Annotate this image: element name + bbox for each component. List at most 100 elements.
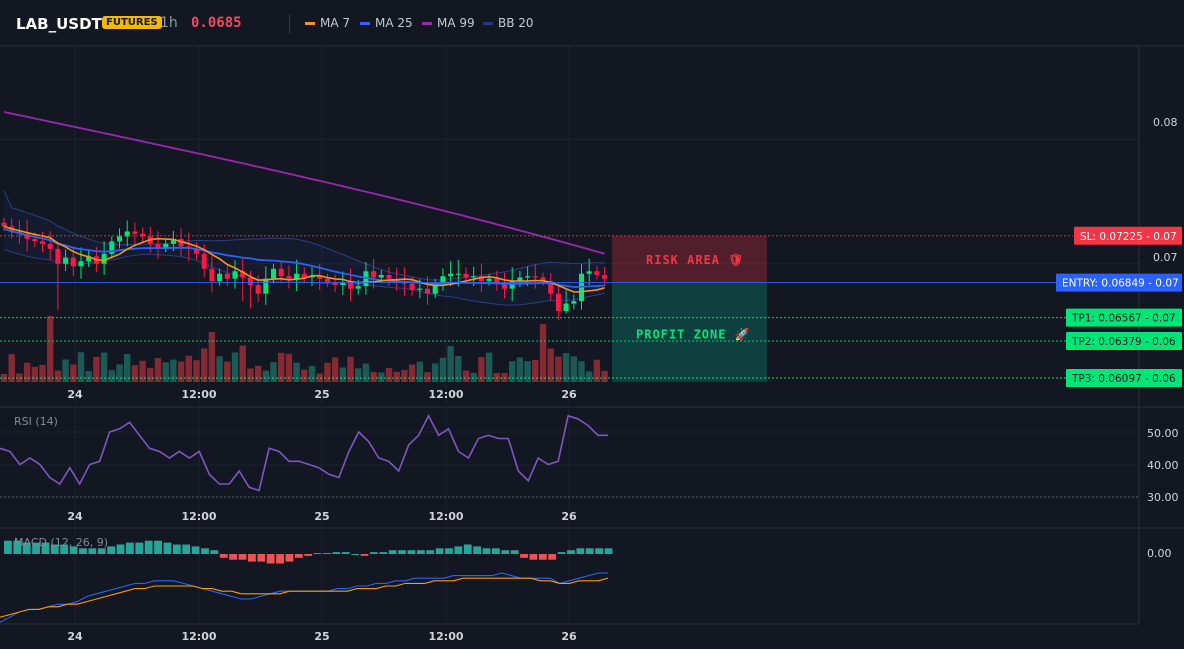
macd-hist-bar-54 xyxy=(510,550,519,554)
volume-bar-45 xyxy=(347,356,354,382)
candle-body-43 xyxy=(332,282,338,285)
time-tick-2-4: 26 xyxy=(561,630,577,643)
interval-label[interactable]: 1h xyxy=(160,15,178,31)
candle-body-44 xyxy=(340,282,346,285)
legend-ma25[interactable]: MA 25 xyxy=(360,16,413,30)
level-tag-text-tp1: TP1: 0.06567 - 0.07 xyxy=(1071,313,1176,325)
volume-bar-69 xyxy=(532,360,539,382)
volume-bar-57 xyxy=(439,357,447,382)
volume-bar-22 xyxy=(170,359,177,382)
volume-bar-8 xyxy=(62,359,69,382)
level-tag-entry xyxy=(1056,273,1182,292)
macd-label: MACD (12, 26, 9) xyxy=(14,536,108,549)
volume-bars xyxy=(0,316,608,382)
level-tag-sl xyxy=(1074,226,1182,245)
macd-hist-bar-37 xyxy=(351,554,360,555)
candle-body-9 xyxy=(70,257,76,267)
volume-bar-46 xyxy=(355,368,362,382)
volume-bar-55 xyxy=(424,372,431,382)
macd-hist-bar-40 xyxy=(379,552,388,554)
volume-bar-18 xyxy=(139,360,146,382)
volume-bar-48 xyxy=(370,371,377,382)
volume-bar-11 xyxy=(85,371,92,382)
ma99-line xyxy=(3,111,605,255)
time-tick-2-1: 12:00 xyxy=(181,630,216,643)
legend-ma7[interactable]: MA 7 xyxy=(305,16,350,30)
candle-body-58 xyxy=(448,273,454,277)
futures-badge: FUTURES xyxy=(102,16,162,29)
candle-body-62 xyxy=(478,276,484,282)
candle-body-14 xyxy=(109,241,115,254)
candle-body-59 xyxy=(455,273,461,275)
macd-line xyxy=(0,572,608,623)
macd-hist-bar-14 xyxy=(135,542,144,554)
level-tag-text-tp3: TP3: 0.06097 - 0.06 xyxy=(1071,373,1176,385)
legend-bb20[interactable]: BB 20 xyxy=(483,16,534,30)
volume-bar-63 xyxy=(485,352,493,382)
volume-bar-41 xyxy=(316,373,323,382)
candle-body-64 xyxy=(494,278,500,284)
legend-ma99[interactable]: MA 99 xyxy=(422,16,475,30)
volume-bar-10 xyxy=(77,352,85,382)
macd-hist-bar-45 xyxy=(426,550,435,554)
candle-body-69 xyxy=(532,276,538,278)
macd-hist-bar-23 xyxy=(219,554,228,558)
time-tick-1-3: 12:00 xyxy=(428,510,463,523)
macd-hist-bar-15 xyxy=(144,540,153,554)
candle-body-20 xyxy=(155,243,161,248)
symbol-title[interactable]: LAB_USDT xyxy=(16,15,102,33)
volume-bar-7 xyxy=(54,370,62,382)
volume-bar-75 xyxy=(578,361,585,382)
rsi-tick-40: 40.00 xyxy=(1147,459,1179,472)
volume-bar-42 xyxy=(324,362,331,382)
macd-hist-bar-58 xyxy=(548,554,557,560)
candle-body-48 xyxy=(371,271,377,278)
macd-hist-bar-17 xyxy=(163,542,172,554)
volume-bar-64 xyxy=(493,372,500,382)
ma7-line xyxy=(3,225,605,293)
volume-bar-32 xyxy=(247,368,254,382)
candle-body-31 xyxy=(240,271,246,278)
candle-body-32 xyxy=(247,277,253,285)
candle-body-21 xyxy=(163,243,169,248)
volume-bar-25 xyxy=(193,360,200,382)
candle-body-30 xyxy=(232,271,238,279)
macd-hist-bar-44 xyxy=(416,550,425,554)
macd-hist-bar-26 xyxy=(248,554,256,562)
level-tag-tp3 xyxy=(1066,369,1182,387)
macd-hist-bar-16 xyxy=(154,540,162,554)
rsi-line xyxy=(0,414,608,492)
profit-zone xyxy=(612,282,767,382)
macd-hist-bar-3 xyxy=(32,542,40,554)
macd-hist-bar-60 xyxy=(567,550,575,554)
price-axis: 0.08 0.07 xyxy=(1153,116,1178,264)
volume-bar-66 xyxy=(509,361,516,382)
volume-bar-15 xyxy=(116,364,123,382)
macd-hist-bar-52 xyxy=(492,548,500,554)
candle-body-61 xyxy=(471,276,477,278)
volume-bar-21 xyxy=(162,362,169,382)
volume-bar-26 xyxy=(201,348,208,382)
candle-body-34 xyxy=(263,278,269,294)
macd-hist-bar-62 xyxy=(585,548,594,554)
volume-bar-54 xyxy=(416,361,423,382)
time-axes: 24 12:00 25 12:00 26 24 12:00 25 12:00 26 24 12:00 2… xyxy=(67,388,577,643)
volume-bar-13 xyxy=(100,352,108,382)
time-tick-0-2: 25 xyxy=(314,388,329,401)
macd-hist-bar-5 xyxy=(50,544,59,554)
candle-body-33 xyxy=(255,284,261,294)
legend-ma7-label: MA 7 xyxy=(320,16,351,30)
macd-hist-bar-41 xyxy=(388,550,397,554)
time-tick-0-0: 24 xyxy=(67,388,83,401)
candle-body-46 xyxy=(355,286,361,289)
time-tick-1-1: 12:00 xyxy=(181,510,216,523)
macd-hist-bar-46 xyxy=(435,548,444,554)
volume-bar-71 xyxy=(547,348,554,382)
volume-bar-35 xyxy=(270,362,277,382)
level-tag-tp1 xyxy=(1066,308,1182,327)
volume-bar-43 xyxy=(331,357,339,382)
macd-hist-bar-47 xyxy=(445,548,453,554)
volume-bar-53 xyxy=(408,364,416,382)
level-tag-text-tp2: TP2: 0.06379 - 0.06 xyxy=(1071,336,1176,348)
